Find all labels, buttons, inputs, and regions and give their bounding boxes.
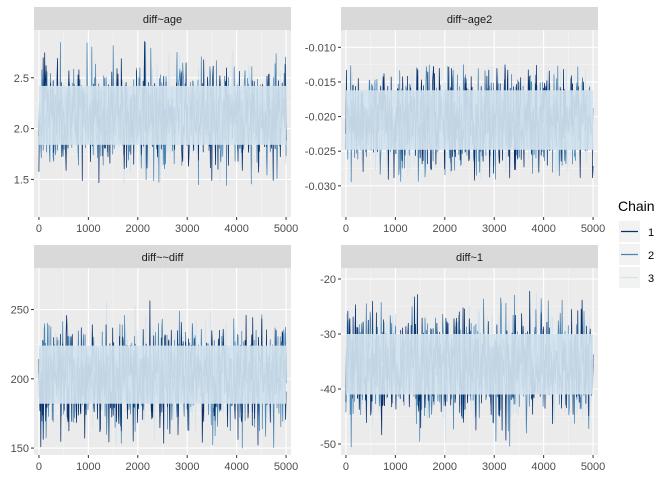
trace-dense-band bbox=[345, 334, 594, 395]
x-tick-label: 4000 bbox=[224, 461, 248, 473]
legend: Chain 1 2 3 bbox=[618, 198, 655, 288]
x-tick-label: 2000 bbox=[433, 461, 457, 473]
panel-title: diff~1 bbox=[456, 252, 483, 264]
x-tick-label: 4000 bbox=[531, 461, 555, 473]
y-tick-label: -0.030 bbox=[305, 181, 336, 193]
trace-dense-band bbox=[345, 90, 594, 150]
panel-title: diff~age2 bbox=[447, 14, 492, 26]
trace-dense-band bbox=[38, 85, 287, 145]
x-tick-label: 0 bbox=[343, 223, 349, 235]
y-tick-label: -0.015 bbox=[305, 77, 336, 89]
y-tick-label: -0.025 bbox=[305, 146, 336, 158]
x-tick-label: 3000 bbox=[175, 223, 199, 235]
x-tick-label: 1000 bbox=[76, 223, 100, 235]
legend-label-3: 3 bbox=[648, 273, 654, 285]
panel-2: diff~~diff 0 1000 2000 3000 4000 5000 150 200 250 bbox=[11, 245, 298, 473]
y-tick-label: 2.0 bbox=[14, 124, 29, 136]
x-tick-label: 2000 bbox=[126, 461, 150, 473]
x-tick-label: 2000 bbox=[433, 223, 457, 235]
x-tick-label: 3000 bbox=[482, 461, 506, 473]
x-tick-label: 5000 bbox=[274, 223, 298, 235]
x-tick-label: 0 bbox=[343, 461, 349, 473]
y-tick-label: -50 bbox=[320, 439, 336, 451]
panel-title: diff~~diff bbox=[142, 252, 185, 264]
x-tick-label: 2000 bbox=[126, 223, 150, 235]
panel-3: diff~1 0 1000 2000 3000 4000 5000 -50 -40 -30 -20 bbox=[320, 245, 605, 473]
y-tick-label: 250 bbox=[11, 305, 29, 317]
y-tick-label: -30 bbox=[320, 329, 336, 341]
x-tick-label: 4000 bbox=[531, 223, 555, 235]
x-tick-label: 5000 bbox=[274, 461, 298, 473]
legend-label-1: 1 bbox=[648, 227, 654, 239]
y-tick-label: 200 bbox=[11, 374, 29, 386]
y-tick-label: -20 bbox=[320, 274, 336, 286]
legend-label-2: 2 bbox=[648, 250, 654, 262]
x-tick-label: 5000 bbox=[581, 461, 605, 473]
x-tick-label: 3000 bbox=[482, 223, 506, 235]
x-tick-label: 0 bbox=[36, 461, 42, 473]
x-tick-label: 0 bbox=[36, 223, 42, 235]
trace-dense-band bbox=[38, 345, 287, 404]
panel-strip bbox=[34, 7, 291, 30]
y-tick-label: 2.5 bbox=[14, 73, 29, 85]
legend-title: Chain bbox=[618, 198, 655, 214]
x-tick-label: 1000 bbox=[76, 461, 100, 473]
panel-title: diff~age bbox=[143, 14, 182, 26]
panel-strip bbox=[34, 245, 291, 268]
panel-1: diff~age2 0 1000 2000 3000 4000 5000 -0.030 -0.0… bbox=[305, 7, 605, 235]
y-tick-label: -40 bbox=[320, 384, 336, 396]
x-tick-label: 1000 bbox=[383, 461, 407, 473]
y-tick-label: -0.010 bbox=[305, 42, 336, 54]
x-tick-label: 3000 bbox=[175, 461, 199, 473]
x-tick-label: 4000 bbox=[224, 223, 248, 235]
y-tick-label: 150 bbox=[11, 443, 29, 455]
y-tick-label: -0.020 bbox=[305, 112, 336, 124]
panel-strip bbox=[341, 7, 598, 30]
panel-strip bbox=[341, 245, 598, 268]
x-tick-label: 1000 bbox=[383, 223, 407, 235]
y-tick-label: 1.5 bbox=[14, 174, 29, 186]
x-tick-label: 5000 bbox=[581, 223, 605, 235]
panel-0: diff~age 0 1000 2000 3000 4000 5000 1.5 2.0 2.5 bbox=[14, 7, 298, 235]
